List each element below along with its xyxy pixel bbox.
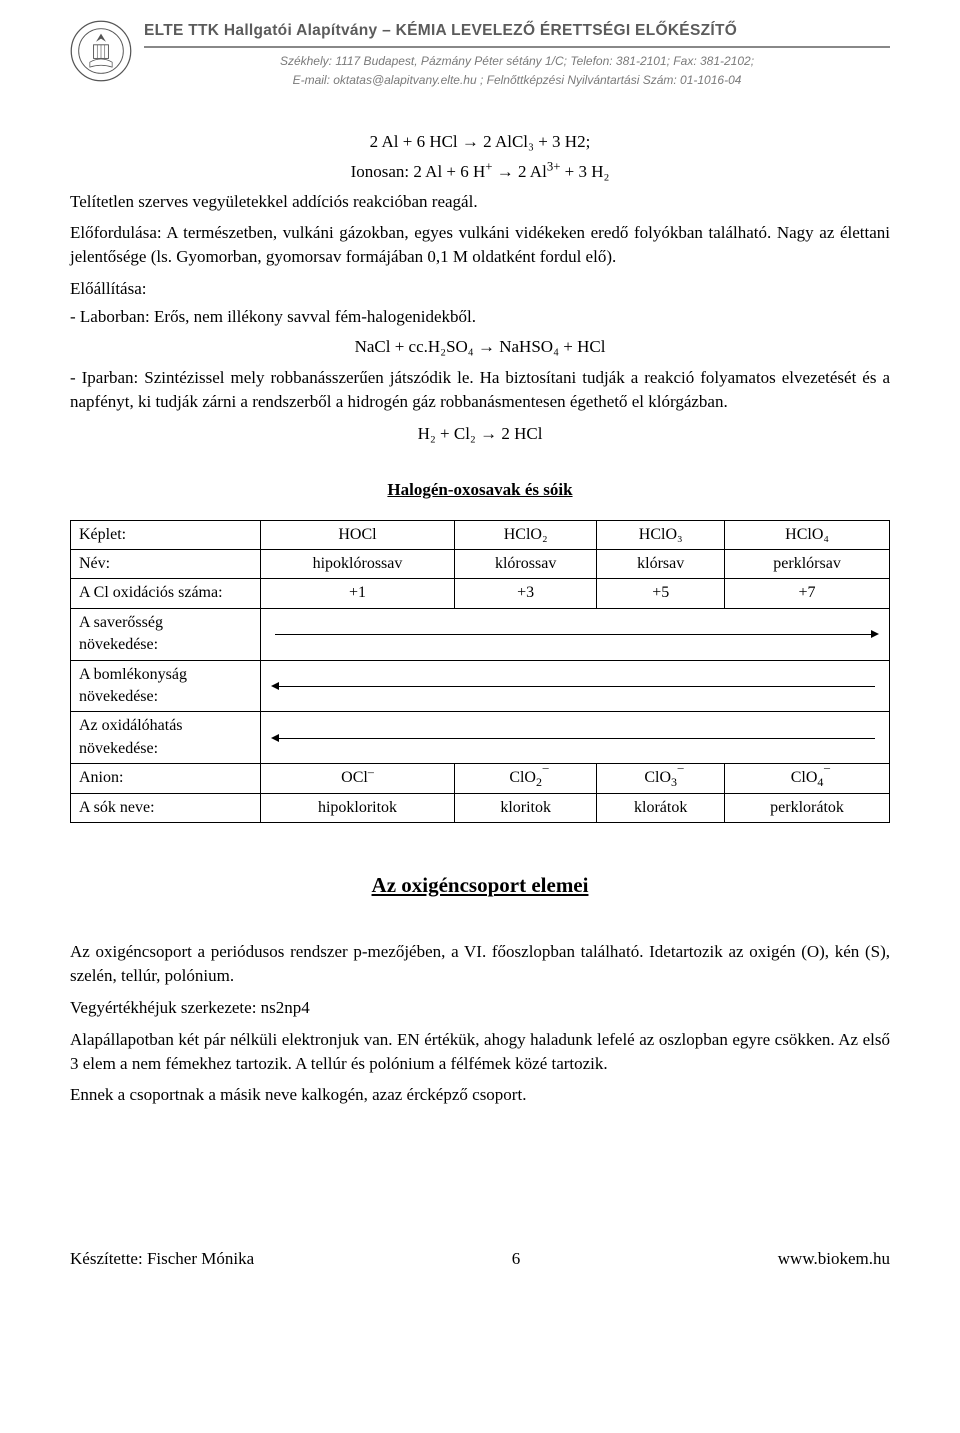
anion-cell: ClO–3 [597, 764, 725, 793]
university-seal-icon [70, 20, 132, 82]
para-2: Előfordulása: A természetben, vulkáni gá… [70, 221, 890, 269]
para-5: - Iparban: Szintézissel mely robbanássze… [70, 366, 890, 414]
table-row: A bomlékonyságnövekedése: [71, 660, 890, 712]
table-row: Anion:OCl–ClO–2ClO–3ClO–4 [71, 764, 890, 793]
para-4: - Laborban: Erős, nem illékony savval fé… [70, 305, 890, 329]
eq2-part2: → 2 Al [493, 162, 547, 181]
anion-cell: ClO–4 [725, 764, 890, 793]
data-cell: HClO₂ [455, 520, 597, 549]
equation-1: 2 Al + 6 HCl → 2 AlCl₃ + 3 H2; [70, 130, 890, 154]
main-content: 2 Al + 6 HCl → 2 AlCl₃ + 3 H2; Ionosan: … [70, 130, 890, 1107]
data-cell: klorátok [597, 793, 725, 822]
row-label: A Cl oxidációs száma: [71, 579, 261, 608]
arrow-left-icon [261, 712, 890, 764]
page-footer: Készítette: Fischer Mónika 6 www.biokem.… [70, 1247, 890, 1271]
footer-url: www.biokem.hu [778, 1247, 890, 1271]
data-cell: +1 [261, 579, 455, 608]
para-6: Az oxigéncsoport a periódusos rendszer p… [70, 940, 890, 988]
row-label: A sók neve: [71, 793, 261, 822]
row-label: Anion: [71, 764, 261, 793]
table-row: Név:hipoklórossavklórossavklórsavperklór… [71, 550, 890, 579]
table-row: A Cl oxidációs száma:+1+3+5+7 [71, 579, 890, 608]
section-title-1: Halogén-oxosavak és sóik [70, 478, 890, 502]
para-9: Ennek a csoportnak a másik neve kalkogén… [70, 1083, 890, 1107]
table-row: Képlet:HOClHClO₂HClO₃HClO₄ [71, 520, 890, 549]
table-row: A sók neve:hipokloritokkloritokklorátokp… [71, 793, 890, 822]
anion-cell: ClO–2 [455, 764, 597, 793]
equation-3: NaCl + cc.H₂SO₄ → NaHSO₄ + HCl [70, 335, 890, 359]
data-cell: perklórsav [725, 550, 890, 579]
para-8: Alapállapotban két pár nélküli elektronj… [70, 1028, 890, 1076]
data-cell: +7 [725, 579, 890, 608]
data-cell: kloritok [455, 793, 597, 822]
header-contact-line: E-mail: oktatas@alapitvany.elte.hu ; Fel… [144, 71, 890, 90]
data-cell: hipoklórossav [261, 550, 455, 579]
row-label: A bomlékonyságnövekedése: [71, 660, 261, 712]
halogen-oxoacids-table: Képlet:HOClHClO₂HClO₃HClO₄Név:hipoklóros… [70, 520, 890, 823]
data-cell: HClO₄ [725, 520, 890, 549]
para-3: Előállítása: [70, 277, 890, 301]
table-row: Az oxidálóhatásnövekedése: [71, 712, 890, 764]
footer-author: Készítette: Fischer Mónika [70, 1247, 254, 1271]
header-rule [144, 46, 890, 48]
data-cell: +5 [597, 579, 725, 608]
page-header: ELTE TTK Hallgatói Alapítvány – KÉMIA LE… [70, 20, 890, 90]
arrow-left-icon [261, 660, 890, 712]
data-cell: +3 [455, 579, 597, 608]
data-cell: HOCl [261, 520, 455, 549]
row-label: Képlet: [71, 520, 261, 549]
row-label: A saverősségnövekedése: [71, 608, 261, 660]
header-address-line: Székhely: 1117 Budapest, Pázmány Péter s… [144, 52, 890, 71]
header-text-block: ELTE TTK Hallgatói Alapítvány – KÉMIA LE… [144, 20, 890, 90]
row-label: Az oxidálóhatásnövekedése: [71, 712, 261, 764]
row-label: Név: [71, 550, 261, 579]
arrow-right-icon [261, 608, 890, 660]
footer-page-number: 6 [512, 1247, 521, 1271]
header-title: ELTE TTK Hallgatói Alapítvány – KÉMIA LE… [144, 20, 890, 42]
equation-4: H₂ + Cl₂ → 2 HCl [70, 422, 890, 446]
table-row: A saverősségnövekedése: [71, 608, 890, 660]
data-cell: perklorátok [725, 793, 890, 822]
anion-cell: OCl– [261, 764, 455, 793]
data-cell: klórsav [597, 550, 725, 579]
data-cell: hipokloritok [261, 793, 455, 822]
eq2-part3: + 3 H₂ [560, 162, 609, 181]
para-1: Telítetlen szerves vegyületekkel addíció… [70, 190, 890, 214]
data-cell: klórossav [455, 550, 597, 579]
section-title-2: Az oxigéncsoport elemei [70, 871, 890, 900]
equation-2: Ionosan: 2 Al + 6 H+ → 2 Al3+ + 3 H₂ [70, 160, 890, 184]
data-cell: HClO₃ [597, 520, 725, 549]
para-7: Vegyértékhéjuk szerkezete: ns2np4 [70, 996, 890, 1020]
eq2-part1: Ionosan: 2 Al + 6 H [351, 162, 486, 181]
